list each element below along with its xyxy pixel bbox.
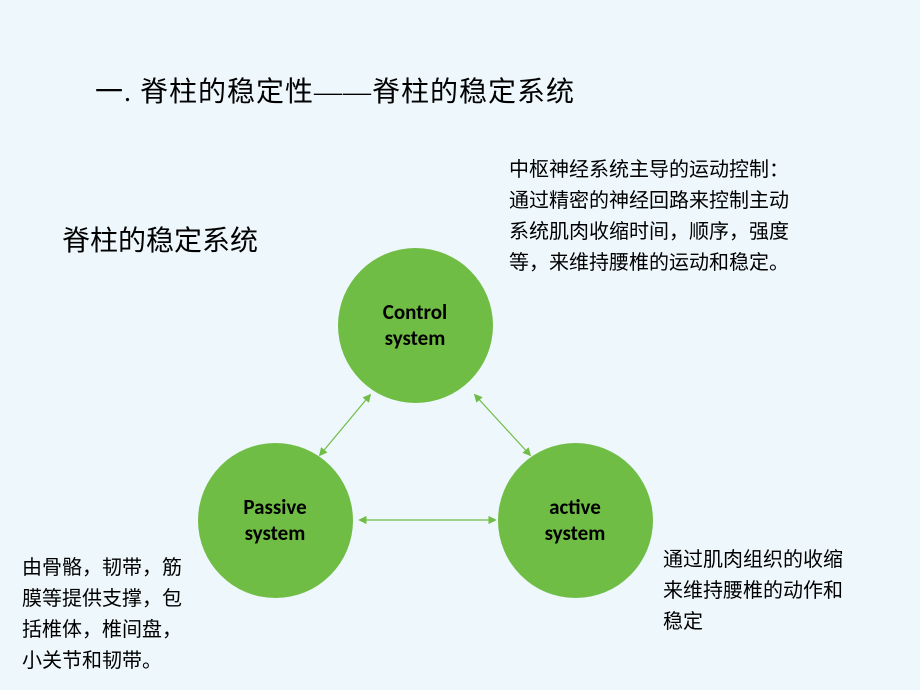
slide-title: 一. 脊柱的稳定性——脊柱的稳定系统 bbox=[95, 70, 575, 110]
slide-subtitle: 脊柱的稳定系统 bbox=[62, 219, 258, 259]
connector-line bbox=[475, 395, 530, 455]
desc-passive: 由骨骼，韧带，筋 膜等提供支撑，包 括椎体，椎间盘， 小关节和韧带。 bbox=[22, 553, 232, 677]
desc-active: 通过肌肉组织的收缩 来维持腰椎的动作和 稳定 bbox=[663, 545, 893, 638]
connector-line bbox=[320, 395, 370, 455]
node-active: active system bbox=[498, 443, 653, 598]
node-control: Control system bbox=[338, 248, 493, 403]
desc-control: 中枢神经系统主导的运动控制： 通过精密的神经回路来控制主动 系统肌肉收缩时间，顺… bbox=[509, 155, 879, 279]
